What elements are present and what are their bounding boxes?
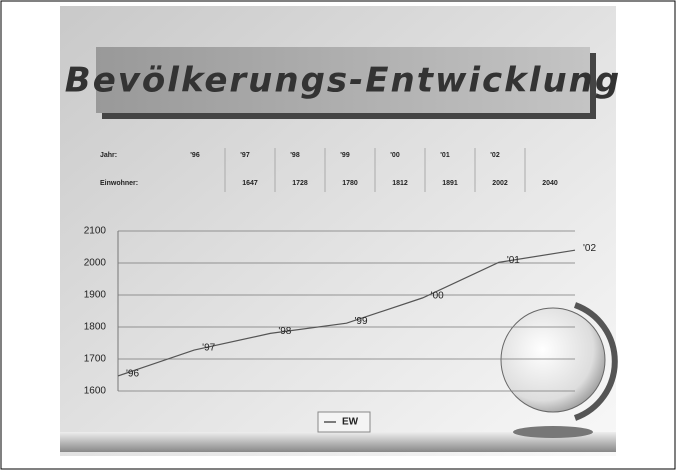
table-year: '01 — [440, 152, 450, 159]
table-value: 1647 — [242, 180, 258, 187]
y-tick-label: 2100 — [84, 226, 107, 237]
y-tick-label: 1700 — [84, 354, 107, 365]
table-value: 2040 — [542, 180, 558, 187]
legend-box — [317, 411, 371, 433]
row-label: Einwohner: — [100, 180, 138, 187]
point-label: '01 — [507, 255, 520, 266]
row-label: Jahr: — [100, 152, 117, 159]
point-label: '97 — [202, 343, 215, 354]
point-label: '00 — [431, 291, 444, 302]
line — [117, 249, 576, 377]
table-year: '99 — [340, 152, 350, 159]
y-tick-label: 2000 — [84, 258, 107, 269]
title-box — [96, 47, 590, 113]
table-value: 1728 — [292, 180, 308, 187]
chart-title: Bevölkerungs-Entwicklung — [65, 61, 621, 101]
table-year: '97 — [240, 152, 250, 159]
table-value: 2002 — [492, 180, 508, 187]
point-label: '99 — [355, 316, 368, 327]
point-label: '02 — [583, 243, 596, 254]
table-year: '00 — [390, 152, 400, 159]
table-year: '98 — [290, 152, 300, 159]
table-value: 1812 — [392, 180, 408, 187]
globe-stand — [573, 302, 618, 421]
y-tick-label: 1900 — [84, 290, 107, 301]
globe-icon — [500, 307, 606, 413]
table-value: 1780 — [342, 180, 358, 187]
y-tick-label: 1600 — [84, 386, 107, 397]
table-year: '02 — [490, 152, 500, 159]
legend-label: EW — [342, 417, 359, 428]
footer-bar — [60, 432, 616, 452]
table-value: 1891 — [442, 180, 458, 187]
point-label: '96 — [126, 369, 139, 380]
y-tick-label: 1800 — [84, 322, 107, 333]
point-label: '98 — [278, 326, 291, 337]
chart: '96 '97 '98 '99 '00 '01 '02 1647 1728 1780 1812 189… — [84, 148, 596, 433]
table-year: '96 — [190, 152, 200, 159]
globe-base — [513, 426, 593, 438]
